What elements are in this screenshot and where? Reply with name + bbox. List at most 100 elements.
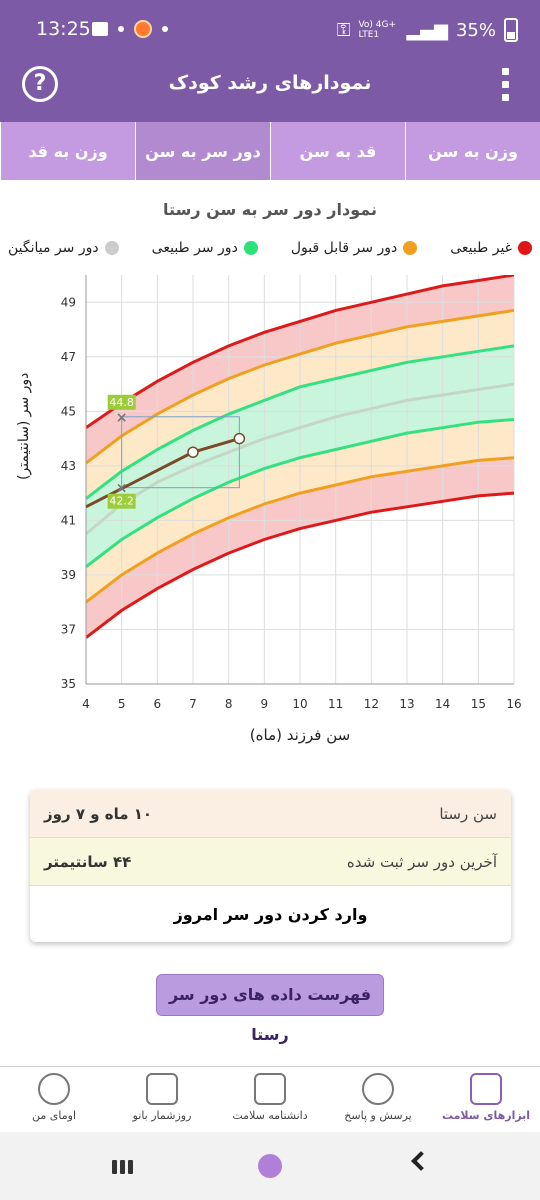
- y-tick-label: 41: [61, 513, 76, 527]
- curve-orange-lower: [86, 456, 514, 604]
- curve-red-upper: [86, 275, 514, 429]
- battery-percent: 35%: [455, 19, 496, 41]
- back-icon[interactable]: [411, 1151, 431, 1171]
- marker-x: ×: [116, 481, 128, 497]
- more-dot-icon: [162, 26, 168, 32]
- marker-label: 42.2: [109, 495, 134, 508]
- legend-dot: [403, 241, 418, 255]
- last-measure-label: آخرین دور سر ثبت شده: [346, 852, 497, 871]
- tab-weight-for-height[interactable]: وزن به قد: [0, 122, 135, 180]
- child-data-point: [233, 432, 246, 445]
- y-tick-label: 37: [61, 622, 76, 636]
- marker-label: 44.8: [109, 396, 134, 409]
- child-data-point: [187, 446, 199, 458]
- y-tick-label: 39: [61, 568, 76, 582]
- y-tick-label: 35: [61, 677, 76, 691]
- legend-dot: [104, 241, 119, 255]
- age-row: سن رستا ۱۰ ماه و ۷ روز: [30, 790, 511, 838]
- nav-label: اومای من: [32, 1109, 76, 1122]
- growth-chart[interactable]: 4 5 6 7 8 9 10 11 12 13 14 15 163537394143454749×44.…: [0, 262, 540, 762]
- cloud-icon: [118, 26, 124, 32]
- legend-item-abnormal: غیر طبیعی: [450, 240, 532, 256]
- curve-median: [86, 382, 514, 536]
- summary-card: سن رستا ۱۰ ماه و ۷ روز آخرین دور سر ثبت …: [30, 790, 511, 942]
- status-right: ⚿ Vo) 4G+ LTE1 ▂▄▆ 35%: [337, 18, 518, 42]
- x-tick-label: 5: [118, 697, 126, 711]
- help-circle-icon[interactable]: ?: [22, 66, 58, 102]
- y-axis-label: دور سر (سانتیمتر): [16, 372, 32, 480]
- nav-label: پرسش و پاسخ: [344, 1109, 412, 1122]
- marker-x: ×: [116, 410, 128, 426]
- legend-dot: [518, 241, 532, 255]
- x-tick-label: 10: [292, 697, 307, 711]
- x-tick-label: 11: [328, 697, 343, 711]
- x-tick-label: 8: [225, 697, 233, 711]
- bottom-nav: ابزارهای سلامت پرسش و پاسخ دانشنامه سلام…: [0, 1066, 540, 1132]
- y-tick-label: 47: [61, 350, 76, 364]
- legend-label: دور سر میانگین: [8, 240, 99, 256]
- x-tick-label: 13: [399, 697, 414, 711]
- legend-item-average: دور سر میانگین: [8, 240, 119, 256]
- system-nav-bar: [0, 1132, 540, 1200]
- x-tick-label: 9: [261, 697, 269, 711]
- page-title: نمودارهای رشد کودک: [168, 72, 372, 94]
- curve-orange-upper: [86, 308, 514, 465]
- curve-green-lower: [86, 418, 514, 568]
- y-tick-label: 49: [61, 295, 76, 309]
- data-list-button[interactable]: فهرست داده های دور سر رستا: [156, 974, 384, 1044]
- legend-item-normal: دور سر طبیعی: [152, 240, 258, 256]
- notification-icons: [92, 20, 168, 38]
- profile-icon: [38, 1073, 70, 1105]
- chart-tabs: وزن به سن قد به سن دور سر به سن وزن به ق…: [0, 122, 540, 180]
- marker-label-bg: [107, 394, 136, 410]
- curve-green-upper: [86, 344, 514, 500]
- battery-icon: [504, 18, 518, 42]
- legend-dot: [243, 241, 258, 255]
- legend-label: دور سر قابل قبول: [290, 240, 398, 256]
- health-kit-icon: [470, 1073, 502, 1105]
- recent-apps-icon[interactable]: [112, 1160, 133, 1174]
- network-label: Vo) 4G+ LTE1: [358, 20, 397, 40]
- y-tick-label: 43: [61, 459, 76, 473]
- nav-encyclopedia[interactable]: دانشنامه سلامت: [216, 1067, 324, 1132]
- home-icon[interactable]: [258, 1154, 282, 1178]
- age-value: ۱۰ ماه و ۷ روز: [44, 804, 153, 823]
- status-time: 13:25: [36, 18, 91, 40]
- encyclopedia-icon: [254, 1073, 286, 1105]
- question-bubble-icon: [362, 1073, 394, 1105]
- curve-red-lower: [86, 491, 514, 639]
- nav-label: ابزارهای سلامت: [441, 1109, 531, 1122]
- last-measure-row: آخرین دور سر ثبت شده ۴۴ سانتیمتر: [30, 838, 511, 886]
- tab-weight-for-age[interactable]: وزن به سن: [405, 122, 540, 180]
- last-measure-value: ۴۴ سانتیمتر: [44, 852, 132, 871]
- more-vertical-icon[interactable]: [502, 68, 510, 101]
- nav-calendar[interactable]: روزشمار بانو: [108, 1067, 216, 1132]
- image-icon: [92, 22, 108, 36]
- enter-today-button[interactable]: وارد کردن دور سر امروز: [173, 904, 368, 924]
- nav-profile[interactable]: اومای من: [0, 1067, 108, 1132]
- x-axis-label: سن فرزند (ماه): [249, 726, 351, 744]
- legend-label: غیر طبیعی: [450, 240, 512, 256]
- y-tick-label: 45: [61, 404, 76, 418]
- calendar-icon: [146, 1073, 178, 1105]
- x-tick-label: 14: [435, 697, 450, 711]
- legend-label: دور سر طبیعی: [151, 240, 238, 256]
- legend-item-acceptable: دور سر قابل قبول: [290, 240, 418, 256]
- signal-icon: ▂▄▆: [406, 19, 448, 41]
- range-box: [121, 416, 240, 489]
- nav-label: دانشنامه سلامت: [232, 1109, 308, 1122]
- tab-height-for-age[interactable]: قد به سن: [270, 122, 405, 180]
- nav-questions[interactable]: پرسش و پاسخ: [324, 1067, 432, 1132]
- x-tick-label: 12: [364, 697, 379, 711]
- marker-label-bg: [107, 493, 136, 509]
- x-tick-label: 15: [471, 697, 486, 711]
- tab-head-circumference-for-age[interactable]: دور سر به سن: [135, 122, 270, 180]
- x-tick-label: 7: [189, 697, 197, 711]
- nav-health-tools[interactable]: ابزارهای سلامت: [432, 1067, 540, 1132]
- age-label: سن رستا: [439, 804, 497, 823]
- x-tick-label: 16: [506, 697, 521, 711]
- nav-label: روزشمار بانو: [132, 1109, 192, 1122]
- x-tick-label: 6: [154, 697, 162, 711]
- chart-legend: غیر طبیعی دور سر قابل قبول دور سر طبیعی …: [8, 240, 532, 256]
- key-icon: ⚿: [336, 19, 351, 41]
